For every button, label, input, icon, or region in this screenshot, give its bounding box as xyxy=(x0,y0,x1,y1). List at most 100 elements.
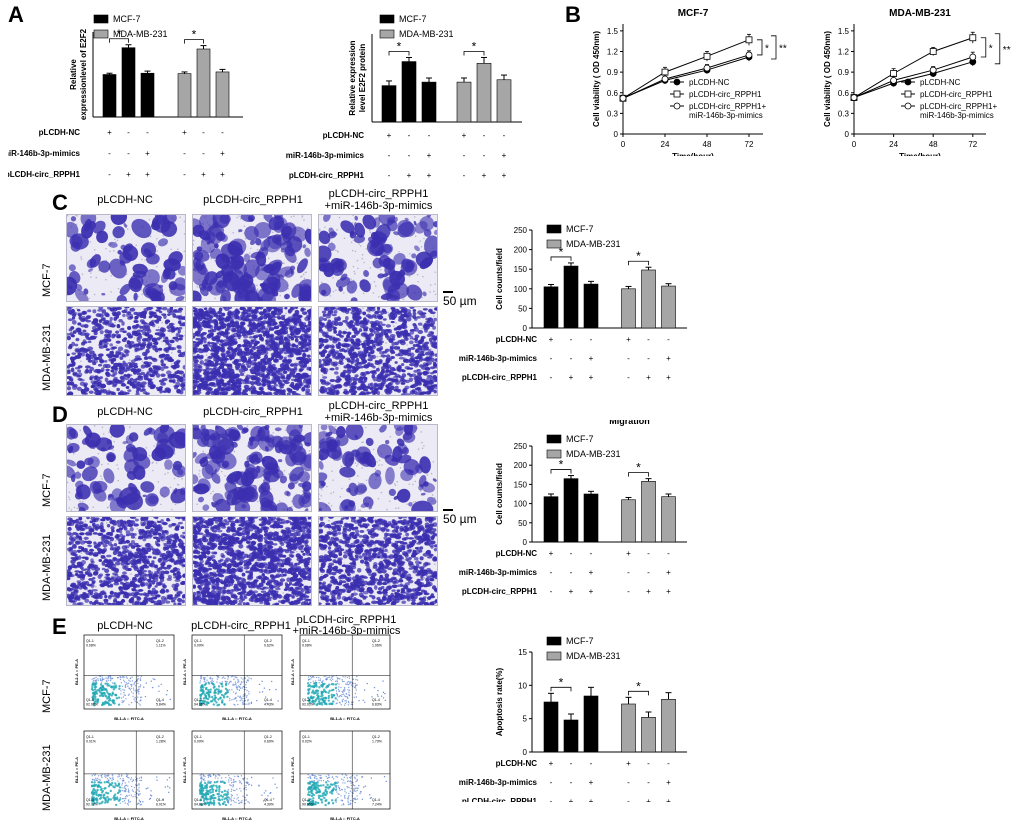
stained-cell xyxy=(303,375,309,380)
stained-cell xyxy=(174,386,178,390)
stained-cell xyxy=(355,357,360,363)
stained-cell xyxy=(385,324,392,328)
membrane-pore xyxy=(212,490,214,493)
stained-cell xyxy=(414,349,419,353)
stained-cell xyxy=(67,386,72,391)
data-point xyxy=(929,48,937,55)
stained-cell xyxy=(229,320,235,324)
stained-cell xyxy=(194,374,200,378)
membrane-pore xyxy=(256,500,259,503)
stained-cell xyxy=(160,366,165,372)
stained-cell xyxy=(160,221,178,237)
legend-swatch xyxy=(546,636,562,646)
stained-cell xyxy=(193,320,198,325)
stained-cell xyxy=(195,337,202,341)
stained-cell xyxy=(213,354,220,359)
stained-cell xyxy=(77,372,83,377)
bar xyxy=(621,703,636,753)
stained-cell xyxy=(176,359,181,363)
data-point xyxy=(703,64,711,72)
data-point xyxy=(661,75,669,83)
condition-sign: + xyxy=(589,354,594,363)
chart-title: Migration xyxy=(609,420,650,426)
micrograph-image xyxy=(193,215,311,301)
significance-bracket xyxy=(388,51,410,56)
bar xyxy=(621,499,636,543)
condition-sign: + xyxy=(427,171,432,180)
stained-cell xyxy=(112,226,125,239)
stained-cell xyxy=(261,458,266,463)
membrane-pore xyxy=(425,316,427,319)
stained-cell xyxy=(358,328,363,333)
stained-cell xyxy=(203,340,207,344)
membrane-pore xyxy=(68,498,71,501)
membrane-pore xyxy=(256,284,258,287)
stained-cell xyxy=(219,362,223,366)
stained-cell xyxy=(125,367,131,372)
stained-cell xyxy=(373,231,388,243)
stained-cell xyxy=(169,339,175,344)
stained-cell xyxy=(426,374,433,378)
condition-sign: - xyxy=(183,170,186,179)
stained-cell xyxy=(264,392,268,395)
bar xyxy=(140,72,155,118)
stained-cell xyxy=(260,283,270,290)
membrane-pore xyxy=(431,494,434,496)
stained-cell xyxy=(179,352,183,356)
stained-cell xyxy=(414,221,428,234)
stained-cell xyxy=(296,258,308,274)
stained-cell xyxy=(67,369,71,374)
stained-cell xyxy=(193,379,198,383)
membrane-pore xyxy=(107,463,109,465)
x-tick-label: 72 xyxy=(968,140,977,149)
membrane-pore xyxy=(290,215,293,218)
condition-sign: - xyxy=(550,568,553,577)
stained-cell xyxy=(391,351,396,354)
stained-cell xyxy=(195,377,200,381)
stained-cell xyxy=(193,427,202,440)
stained-cell xyxy=(225,336,230,339)
stained-cell xyxy=(286,236,303,253)
stained-cell xyxy=(164,459,173,470)
membrane-pore xyxy=(90,272,92,274)
stained-cell xyxy=(182,373,185,378)
stained-cell xyxy=(193,474,199,485)
stained-cell xyxy=(170,325,174,330)
membrane-pore xyxy=(394,484,397,487)
stained-cell xyxy=(424,341,430,345)
membrane-pore xyxy=(152,469,154,472)
membrane-pore xyxy=(332,276,334,279)
stained-cell xyxy=(75,327,81,333)
stained-cell xyxy=(321,310,327,314)
stained-cell xyxy=(74,343,79,347)
membrane-pore xyxy=(162,235,165,237)
stained-cell xyxy=(240,355,247,360)
membrane-pore xyxy=(303,219,305,221)
stained-cell xyxy=(119,283,131,296)
stained-cell xyxy=(236,351,241,356)
stained-cell xyxy=(282,358,288,363)
stained-cell xyxy=(193,290,202,301)
stained-cell xyxy=(209,342,214,345)
stained-cell xyxy=(245,374,252,380)
stained-cell xyxy=(412,323,417,327)
stained-cell xyxy=(143,352,148,357)
stained-cell xyxy=(397,364,402,369)
membrane-pore xyxy=(332,491,335,494)
stained-cell xyxy=(265,321,272,325)
stained-cell xyxy=(141,329,147,334)
stained-cell xyxy=(290,334,297,338)
stained-cell xyxy=(376,307,381,311)
stained-cell xyxy=(126,373,131,379)
stained-cell xyxy=(257,391,263,395)
stained-cell xyxy=(412,311,417,316)
stained-cell xyxy=(251,352,256,356)
stained-cell xyxy=(226,380,230,385)
stained-cell xyxy=(396,388,402,393)
membrane-pore xyxy=(153,377,155,379)
stained-cell xyxy=(168,431,185,449)
stained-cell xyxy=(69,378,74,382)
stained-cell xyxy=(328,358,332,364)
stained-cell xyxy=(72,383,78,388)
stained-cell xyxy=(389,333,396,338)
